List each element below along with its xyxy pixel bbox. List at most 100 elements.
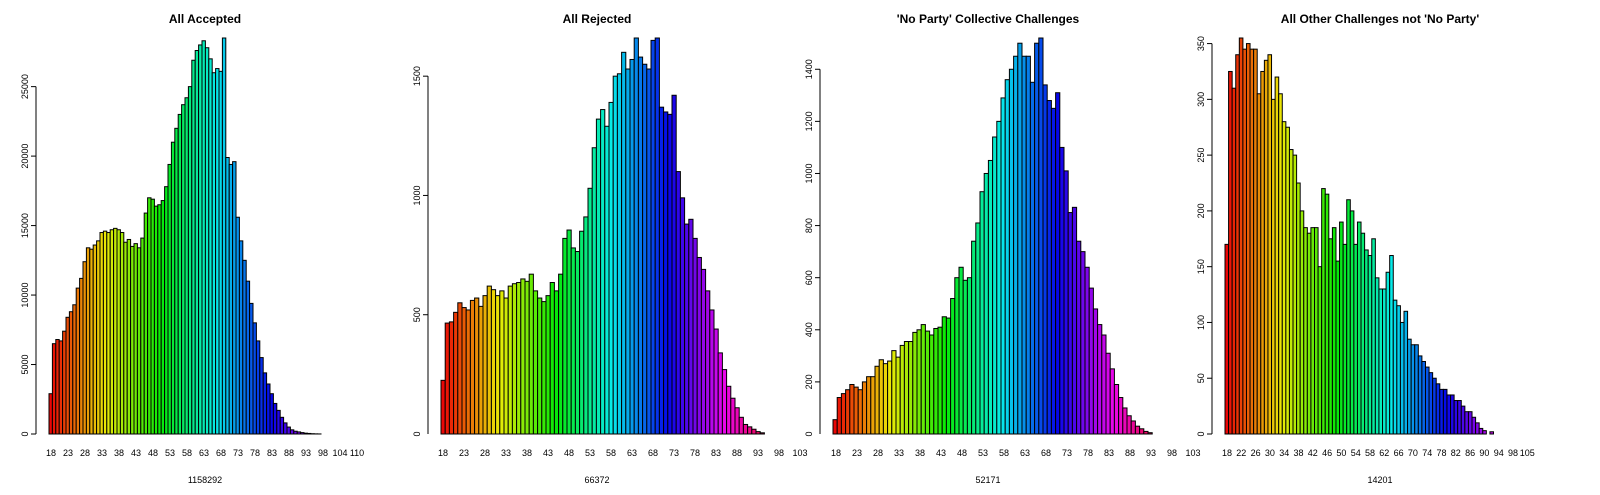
histogram-bar [469,299,476,435]
x-tick-label: 33 [894,448,904,458]
histogram-bar [1460,405,1466,435]
histogram-bar [887,360,893,435]
histogram-bar [1478,427,1484,435]
histogram-bar [177,113,183,435]
x-tick-label: 43 [131,448,141,458]
histogram-bar [857,389,863,435]
histogram-bar [465,309,471,435]
x-tick-label: 28 [80,448,90,458]
histogram-bar [987,159,994,435]
x-tick-label: 38 [1293,448,1303,458]
histogram-bar [252,322,257,435]
histogram-bar [1457,400,1462,435]
histogram-bar [874,365,880,435]
histogram-bar [941,316,947,435]
x-tick-label: 26 [1251,448,1261,458]
histogram-bar [1314,227,1319,435]
histogram-bar [482,295,488,435]
histogram-bar [1475,422,1480,435]
histogram-bar [1245,43,1251,435]
histogram-bar [920,324,926,435]
histogram-bar [1242,48,1247,435]
histogram-bar [566,229,572,435]
histogram-bar [1253,48,1258,435]
histogram-bar [157,204,162,435]
histogram-bar [89,248,94,435]
histogram-bar [123,241,128,435]
histogram-bar [1113,384,1120,435]
histogram-bar [840,393,847,435]
histogram-bar [1067,212,1073,435]
histogram-bar [303,432,308,435]
histogram-bar [1349,210,1355,435]
histogram-bar [444,322,450,435]
x-tick-label: 73 [233,448,243,458]
histogram-bar [726,385,732,435]
total-count-label: 14201 [1367,475,1392,485]
histogram-bar [507,285,513,435]
histogram-bar [225,156,230,435]
x-tick-label: 46 [1322,448,1332,458]
histogram-bar [966,277,973,435]
histogram-bar [558,273,564,435]
histogram-bar [562,237,568,435]
histogram-bar [1224,243,1230,435]
histogram-bar [440,379,446,435]
histogram-bar [503,297,509,435]
x-tick-label: 30 [1265,448,1275,458]
x-tick-label: 63 [1020,448,1030,458]
histogram-bar [1392,299,1398,435]
histogram-bar [486,285,492,435]
histogram-bar [1063,170,1069,435]
histogram-bar [286,426,291,435]
x-tick-label: 110 [350,448,364,458]
x-tick-label: 23 [63,448,73,458]
histogram-bar [1134,425,1141,435]
histogram-bar [1328,238,1333,435]
histogram-bar [1285,126,1290,435]
histogram-bar [1080,251,1086,435]
x-tick-label: 88 [1125,448,1135,458]
histogram-bar [574,251,581,435]
histogram-bar [836,397,842,435]
histogram-bar [75,287,81,435]
histogram-bar [1428,372,1434,435]
histogram-bar [1235,54,1240,435]
histogram-bar [591,147,597,435]
histogram-bar [72,304,77,435]
x-tick-label: 105 [1520,448,1535,458]
histogram-bar [950,298,956,435]
y-tick-label: 15000 [20,213,30,238]
x-tick-label: 93 [301,448,311,458]
histogram-bar [1109,368,1115,435]
histogram-bar [1050,107,1057,435]
histogram-bar [259,357,264,435]
histogram-bar [306,432,312,435]
y-tick-label: 800 [804,218,814,233]
histogram-bar [1299,210,1305,435]
x-tick-label: 78 [1083,448,1093,458]
histogram-bar [975,222,981,435]
histogram-bar [245,280,251,435]
histogram-bar [255,340,261,435]
histogram-bar [1097,324,1103,435]
histogram-bar [58,340,64,435]
histogram-bar [747,426,753,435]
histogram-bar [751,428,757,435]
histogram-bar [1453,400,1459,435]
histogram-bar [51,343,57,435]
histogram-panel-1: All Accepted 0 5000 10000 15000 20000 25000 18 2… [20,12,364,485]
histogram-bar [96,240,101,435]
histogram-bar [126,238,132,435]
histogram-bar [908,341,914,435]
histogram-bar [1092,308,1099,435]
x-tick-label: 82 [1451,448,1461,458]
x-tick-label: 74 [1422,448,1432,458]
histogram-panel-4: All Other Challenges not 'No Party' 0 50 10… [1196,12,1535,485]
histogram-bar [616,73,623,435]
x-tick-label: 42 [1308,448,1318,458]
histogram-bar [1147,432,1153,435]
histogram-bar [1122,407,1128,435]
histogram-bar [1296,182,1301,435]
histogram-bar [1464,411,1469,435]
